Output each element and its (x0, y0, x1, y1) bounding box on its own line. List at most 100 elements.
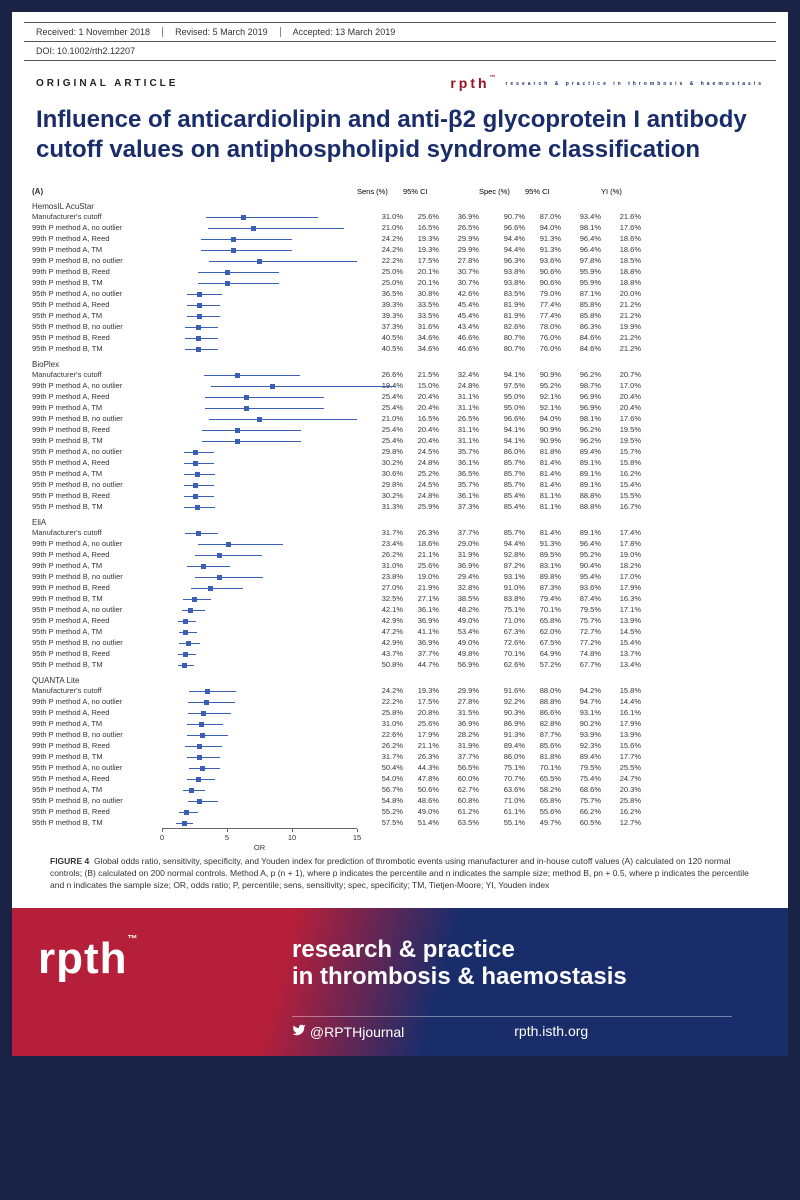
value-cell: 90.9% (525, 436, 561, 445)
forest-row: 99th P method B, no outlier22.6%17.9%28.… (32, 729, 768, 740)
row-label: 99th P method B, TM (32, 594, 162, 603)
or-marker (257, 417, 262, 422)
value-cell: 34.6% (403, 344, 439, 353)
value-cell: 70.1% (479, 649, 525, 658)
forest-cell (162, 211, 357, 222)
row-values: 56.7%50.6%62.7%63.6%58.2%68.6%20.3% (357, 785, 641, 794)
value-cell: 92.1% (525, 392, 561, 401)
value-cell: 42.1% (357, 605, 403, 614)
or-marker (193, 494, 198, 499)
ci-whisker (184, 496, 214, 497)
row-label: 99th P method B, Reed (32, 425, 162, 434)
row-label: 95th P method A, Reed (32, 774, 162, 783)
row-values: 54.0%47.8%60.0%70.7%65.5%75.4%24.7% (357, 774, 641, 783)
forest-cell (162, 626, 357, 637)
ci-whisker (209, 261, 357, 262)
forest-row: 95th P method B, TM40.5%34.6%46.6%80.7%7… (32, 343, 768, 354)
or-marker (225, 270, 230, 275)
forest-cell (162, 288, 357, 299)
or-marker (251, 226, 256, 231)
value-cell: 70.1% (525, 763, 561, 772)
value-cell: 26.2% (357, 550, 403, 559)
value-cell: 89.5% (525, 550, 561, 559)
forest-cell (162, 244, 357, 255)
value-cell: 25.5% (601, 763, 641, 772)
value-cell: 19.3% (403, 234, 439, 243)
value-cell: 20.4% (403, 403, 439, 412)
row-label: 95th P method A, no outlier (32, 763, 162, 772)
ci-whisker (198, 544, 283, 545)
forest-cell (162, 604, 357, 615)
value-cell: 22.6% (357, 730, 403, 739)
value-cell: 50.6% (403, 785, 439, 794)
value-cell: 37.3% (439, 502, 479, 511)
or-marker (183, 630, 188, 635)
value-cell: 35.7% (439, 447, 479, 456)
value-cell: 44.3% (403, 763, 439, 772)
value-cell: 17.5% (403, 697, 439, 706)
forest-row: 99th P method A, TM25.4%20.4%31.1%95.0%9… (32, 402, 768, 413)
row-label: 95th P method B, Reed (32, 491, 162, 500)
value-cell: 95.0% (479, 392, 525, 401)
accepted-date: Accepted: 13 March 2019 (293, 27, 408, 37)
value-cell: 14.4% (601, 697, 641, 706)
row-label: 99th P method A, no outlier (32, 539, 162, 548)
row-label: 99th P method B, no outlier (32, 256, 162, 265)
value-cell: 32.5% (357, 594, 403, 603)
value-cell: 82.6% (479, 322, 525, 331)
row-values: 54.8%48.6%60.8%71.0%65.8%75.7%25.8% (357, 796, 641, 805)
forest-cell (162, 538, 357, 549)
or-marker (184, 810, 189, 815)
value-cell: 95.2% (561, 550, 601, 559)
value-cell: 49.8% (439, 649, 479, 658)
row-label: 95th P method A, no outlier (32, 447, 162, 456)
forest-row: 95th P method A, Reed 54.0%47.8%60.0%70.7… (32, 773, 768, 784)
row-label: 99th P method B, Reed (32, 741, 162, 750)
ci-whisker (202, 430, 301, 431)
row-values: 42.9%36.9%49.0%71.0%65.8%75.7%13.9% (357, 616, 641, 625)
value-cell: 89.4% (561, 447, 601, 456)
value-cell: 56.9% (439, 660, 479, 669)
value-cell: 47.8% (403, 774, 439, 783)
forest-row: Manufacturer's cutoff31.7%26.3%37.7%85.7… (32, 527, 768, 538)
forest-cell (162, 457, 357, 468)
value-cell: 89.1% (561, 528, 601, 537)
ci-whisker (187, 757, 221, 758)
value-cell: 30.7% (439, 278, 479, 287)
value-cell: 81.1% (525, 491, 561, 500)
or-marker (193, 461, 198, 466)
value-cell: 21.0% (357, 414, 403, 423)
value-cell: 54.8% (357, 796, 403, 805)
value-cell: 90.6% (525, 267, 561, 276)
value-cell: 22.2% (357, 697, 403, 706)
value-cell: 42.6% (439, 289, 479, 298)
value-cell: 24.7% (601, 774, 641, 783)
row-values: 25.4%20.4%31.1%95.0%92.1%96.9%20.4% (357, 392, 641, 401)
value-cell: 91.6% (479, 686, 525, 695)
forest-row: 95th P method A, no outlier42.1%36.1%48.… (32, 604, 768, 615)
forest-row: 95th P method A, TM30.6%25.2%36.5%85.7%8… (32, 468, 768, 479)
value-cell: 96.4% (561, 234, 601, 243)
value-cell: 37.7% (403, 649, 439, 658)
forest-cell (162, 435, 357, 446)
col-header: 95% CI (403, 187, 439, 196)
row-label: 99th P method B, no outlier (32, 730, 162, 739)
value-cell: 79.5% (561, 763, 601, 772)
row-values: 50.8%44.7%56.9%62.6%57.2%67.7%13.4% (357, 660, 641, 669)
forest-cell (162, 233, 357, 244)
value-cell: 29.8% (357, 447, 403, 456)
value-cell: 96.9% (561, 403, 601, 412)
ci-whisker (191, 588, 243, 589)
value-cell: 21.2% (601, 333, 641, 342)
value-cell: 54.0% (357, 774, 403, 783)
forest-cell (162, 560, 357, 571)
value-cell: 36.9% (439, 212, 479, 221)
value-cell: 25.8% (357, 708, 403, 717)
row-values: 25.4%20.4%31.1%94.1%90.9%96.2%19.5% (357, 425, 641, 434)
value-cell: 15.0% (403, 381, 439, 390)
value-cell: 62.0% (525, 627, 561, 636)
value-cell: 17.0% (601, 381, 641, 390)
value-cell: 95.9% (561, 267, 601, 276)
or-marker (231, 248, 236, 253)
forest-row: 99th P method B, TM31.7%26.3%37.7%86.0%8… (32, 751, 768, 762)
